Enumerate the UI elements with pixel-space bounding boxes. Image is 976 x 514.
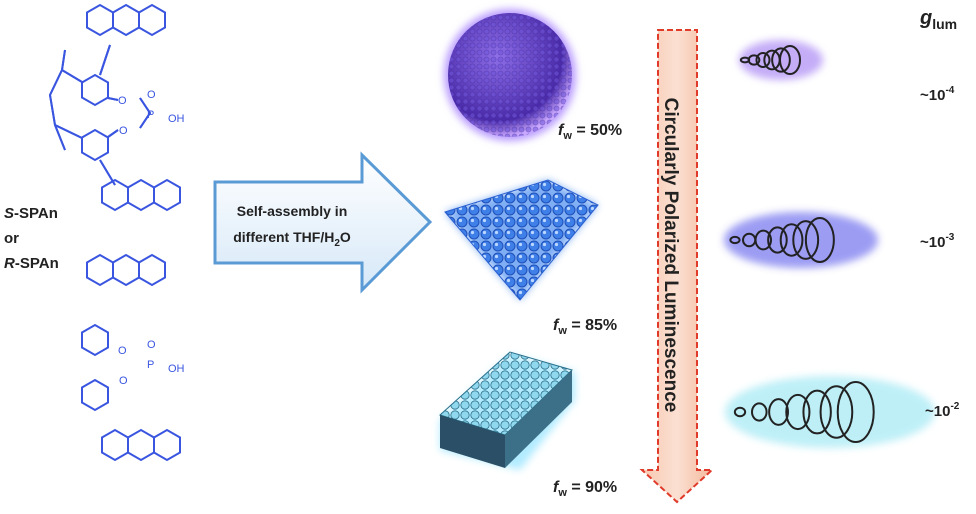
spiral (724, 212, 878, 268)
ring (127, 428, 155, 462)
spiral-loop (792, 220, 820, 260)
bond (48, 44, 152, 186)
spiral-loop (747, 54, 761, 66)
g-value: ~10-2 (925, 401, 960, 420)
spiral-loop (768, 398, 789, 426)
assembly-arrow (213, 151, 433, 294)
ring (86, 253, 114, 287)
spiral-loop (733, 406, 747, 418)
ring (86, 3, 114, 37)
ring (153, 178, 181, 212)
atom-label: OH (168, 363, 185, 375)
spiral-loop (779, 45, 801, 75)
atom-label: O (147, 89, 156, 101)
spiral-loop (785, 393, 811, 431)
atom-label: O (119, 125, 128, 137)
ring (81, 73, 109, 107)
atom-label: O (118, 95, 127, 107)
molecule-label: R-SPAn (4, 255, 59, 272)
spiral-loop (767, 226, 788, 254)
atom-label: O (119, 375, 128, 387)
spiral (725, 376, 935, 448)
ring (138, 3, 166, 37)
cpl-spirals (724, 40, 935, 448)
ring (81, 128, 109, 162)
bond (48, 44, 152, 186)
ring (127, 178, 155, 212)
spiral-loop (804, 217, 835, 263)
arrow-text: different THF/H2O (233, 229, 351, 249)
spiral-loop (729, 235, 741, 245)
sheet (444, 179, 599, 301)
molecule-label: S-SPAn (4, 205, 58, 222)
atom-label: P (147, 359, 154, 371)
sphere-texture (448, 13, 572, 137)
atom-label: O (147, 339, 156, 351)
ring (81, 378, 109, 412)
ring (138, 253, 166, 287)
fraction-label: fw = 90% (553, 479, 617, 499)
stack-side (440, 415, 505, 468)
stack-side (505, 370, 572, 468)
atom-label: O (118, 345, 127, 357)
spiral-loop (771, 47, 791, 73)
spiral-loop (836, 381, 875, 443)
g-value: ~10-3 (920, 232, 955, 251)
ring (153, 428, 181, 462)
spiral-loop (754, 229, 772, 251)
spiral-loop (751, 402, 768, 422)
spiral-loop (819, 385, 854, 439)
ring (81, 323, 109, 357)
ring (101, 428, 129, 462)
ring (112, 253, 140, 287)
cpl-label: Circularly Polarized Luminescence (660, 98, 681, 413)
atom-label: OH (168, 113, 185, 125)
fraction-label: fw = 50% (558, 122, 622, 142)
spiral-loop (779, 223, 804, 257)
spiral (739, 40, 823, 80)
atom-label: P (147, 109, 154, 121)
fraction-label: fw = 85% (553, 317, 617, 337)
spiral-glow (724, 212, 878, 268)
g-value: ~10-4 (920, 85, 955, 104)
g-header: glum (919, 7, 957, 32)
connector: or (4, 230, 19, 247)
spiral-loop (802, 389, 832, 435)
arrow-text: Self-assembly in (237, 203, 348, 219)
ring (112, 3, 140, 37)
cpl-arrow (639, 29, 715, 504)
spiral-loop (755, 52, 771, 68)
